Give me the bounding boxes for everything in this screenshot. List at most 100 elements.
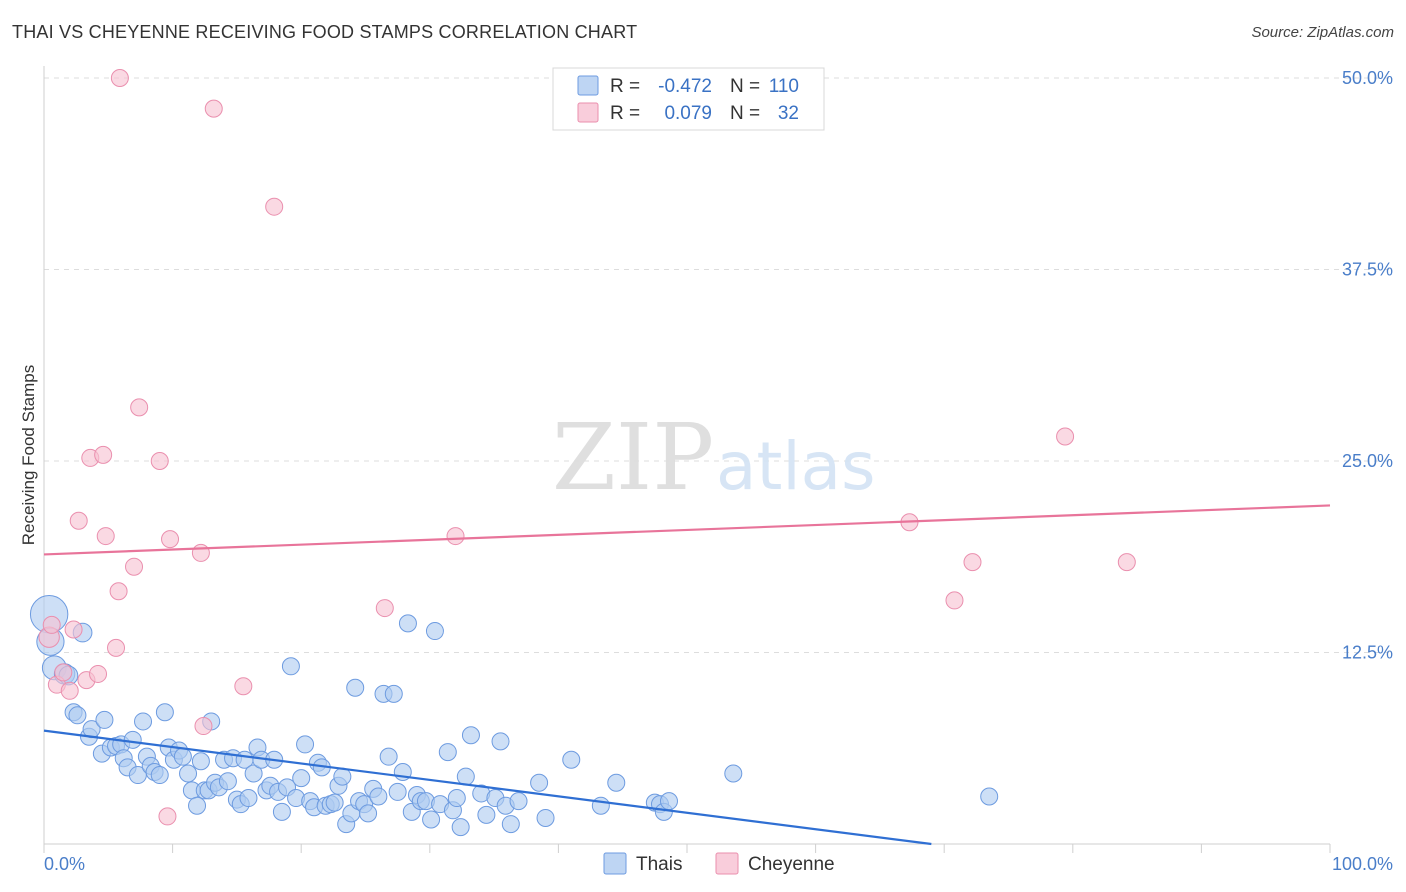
cheyenne-point — [265, 197, 284, 216]
thai-point — [369, 787, 388, 806]
thai-point — [724, 764, 743, 783]
cheyenne-point — [194, 717, 213, 736]
thai-point — [536, 808, 555, 827]
thai-point — [296, 735, 315, 754]
watermark: ZIP atlas — [552, 404, 876, 511]
cheyenne-point — [158, 807, 177, 826]
thai-point — [591, 796, 610, 815]
thai-point — [123, 730, 142, 749]
thai-point — [388, 782, 407, 801]
legend-cheyenne-r-value: 0.079 — [664, 103, 712, 124]
cheyenne-point — [446, 527, 465, 546]
cheyenne-points — [38, 69, 1136, 826]
thai-point — [425, 622, 444, 641]
cheyenne-point — [130, 398, 149, 417]
thai-point — [325, 793, 344, 812]
thai-point — [333, 767, 352, 786]
y-axis-tick-labels: 12.5% 25.0% 37.5% 50.0% — [1342, 68, 1393, 663]
thai-point — [477, 805, 496, 824]
legend-thai-n-label: N = — [730, 76, 760, 97]
cheyenne-point — [150, 452, 169, 470]
cheyenne-point — [94, 445, 113, 464]
thai-point — [346, 678, 365, 697]
legend-thai-r-label: R = — [610, 76, 640, 97]
thai-point — [438, 743, 457, 762]
chart-source: Source: ZipAtlas.com — [1251, 24, 1394, 41]
thai-point — [292, 769, 311, 788]
cheyenne-point — [54, 663, 73, 682]
cheyenne-point — [110, 69, 129, 87]
thai-point — [491, 732, 510, 751]
cheyenne-point — [69, 511, 88, 530]
x-tick-label-max: 100.0% — [1332, 854, 1393, 874]
thai-point — [422, 810, 441, 829]
legend-thai-n-value: 110 — [769, 76, 799, 97]
thai-point — [244, 764, 263, 783]
cheyenne-point — [945, 591, 964, 610]
cheyenne-point — [89, 664, 108, 683]
thai-point — [95, 710, 114, 729]
thai-point — [134, 712, 153, 731]
cheyenne-trend-line — [43, 504, 1331, 556]
watermark-atlas: atlas — [716, 428, 876, 505]
bottom-legend-thai-label: Thais — [636, 854, 682, 875]
legend-cheyenne-n-value: 32 — [778, 103, 799, 124]
bottom-legend-cheyenne-label: Cheyenne — [748, 854, 835, 875]
cheyenne-point — [963, 553, 982, 572]
cheyenne-point — [375, 599, 394, 618]
cheyenne-point — [161, 530, 180, 549]
thai-point — [447, 789, 466, 808]
cheyenne-point — [60, 681, 79, 700]
thai-point — [173, 747, 192, 766]
legend-cheyenne-n-label: N = — [730, 103, 760, 124]
watermark-zip: ZIP — [552, 404, 714, 511]
thai-point — [456, 767, 475, 786]
thai-point — [218, 772, 237, 791]
thai-point — [281, 657, 300, 676]
thai-point — [384, 684, 403, 703]
cheyenne-point — [64, 620, 83, 639]
thai-point — [191, 752, 210, 771]
bottom-legend-thai-swatch — [603, 852, 627, 875]
thai-point — [509, 792, 528, 811]
cheyenne-point — [42, 615, 61, 634]
y-tick-label: 50.0% — [1342, 68, 1393, 88]
thai-point — [562, 750, 581, 769]
thai-point — [451, 818, 470, 837]
x-axis-ticks — [43, 844, 1331, 853]
thai-point — [155, 703, 174, 722]
cheyenne-point — [191, 543, 210, 562]
thai-point — [398, 614, 417, 633]
y-tick-label: 12.5% — [1342, 643, 1393, 663]
cheyenne-point — [1117, 553, 1136, 572]
thai-point — [359, 804, 378, 823]
legend-cheyenne-r-label: R = — [610, 103, 640, 124]
cheyenne-point — [107, 638, 126, 657]
cheyenne-point — [109, 582, 128, 601]
thai-trend-line — [43, 729, 932, 846]
grid-lines — [44, 77, 1390, 653]
thai-point — [501, 815, 520, 834]
legend-cheyenne-swatch — [577, 102, 599, 123]
correlation-legend: R = -0.472 N = 110 R = 0.079 N = 32 — [552, 67, 825, 131]
cheyenne-point — [96, 527, 115, 546]
thai-point — [272, 802, 291, 821]
series-legend: Thais Cheyenne — [603, 852, 835, 875]
legend-thai-r-value: -0.472 — [658, 76, 712, 97]
y-tick-label: 37.5% — [1342, 260, 1393, 280]
x-tick-label-min: 0.0% — [44, 854, 85, 874]
thai-point — [659, 792, 678, 811]
cheyenne-point — [204, 99, 223, 118]
chart-title: THAI VS CHEYENNE RECEIVING FOOD STAMPS C… — [12, 22, 638, 42]
cheyenne-point — [125, 557, 144, 576]
thai-point — [68, 706, 87, 725]
trend-lines — [43, 504, 1331, 846]
cheyenne-point — [234, 677, 253, 696]
thai-point — [188, 796, 207, 815]
thai-point — [461, 726, 480, 745]
cheyenne-point — [1056, 427, 1075, 446]
bottom-legend-cheyenne-swatch — [715, 852, 739, 875]
thai-point — [530, 773, 549, 792]
thai-point — [239, 789, 258, 808]
